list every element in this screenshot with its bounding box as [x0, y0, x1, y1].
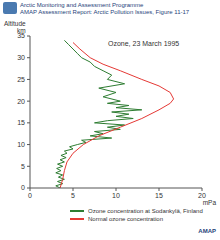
svg-text:30: 30 [17, 54, 25, 61]
svg-text:15: 15 [17, 119, 25, 126]
html-text:Ozone, 23 March 1995: Ozone, 23 March 1995 [108, 40, 180, 47]
svg-text:15: 15 [155, 192, 163, 199]
svg-text:5: 5 [71, 192, 75, 199]
svg-text:0: 0 [21, 184, 25, 191]
svg-text:20: 20 [198, 192, 206, 199]
html-text:km: km [17, 27, 26, 34]
html-text:AMAP: AMAP [198, 228, 216, 234]
html-text:Arctic Monitoring and Assessme: Arctic Monitoring and Assessment Program… [20, 2, 144, 8]
svg-text:10: 10 [17, 141, 25, 148]
svg-text:10: 10 [112, 192, 120, 199]
html-text:Normal ozone concentration: Normal ozone concentration [88, 216, 163, 222]
svg-text:35: 35 [17, 32, 25, 39]
svg-text:5: 5 [21, 163, 25, 170]
svg-text:25: 25 [17, 76, 25, 83]
html-text:mPa: mPa [202, 199, 216, 206]
html-text:Ozone concentration at Sodanky: Ozone concentration at Sodankylä, Finlan… [88, 208, 203, 214]
html-text:AMAP Assessment Report: Arctic: AMAP Assessment Report: Arctic Pollution… [20, 9, 190, 15]
html-text:Altitude: Altitude [4, 20, 26, 27]
svg-text:0: 0 [28, 192, 32, 199]
svg-text:20: 20 [17, 98, 25, 105]
